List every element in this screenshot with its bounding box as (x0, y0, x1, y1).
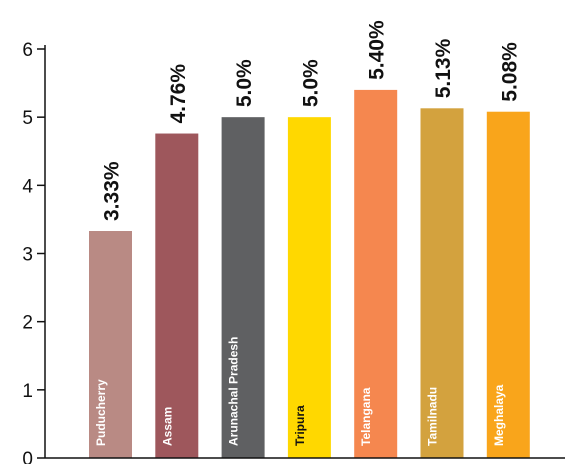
bar-value-label: 3.33% (101, 161, 124, 221)
y-tick-label: 4 (22, 176, 33, 197)
bar (486, 111, 530, 459)
bar-value-label: 5.40% (366, 20, 389, 80)
category-label: Arunachal Pradesh (227, 337, 241, 446)
bar-value-label: 4.76% (167, 64, 190, 124)
value-labels: 3.33% 4.76% 5.0% 5.0% 5.40% 5.13% 5.08% (101, 20, 522, 221)
y-tick-label: 6 (22, 40, 33, 61)
category-label: Meghalaya (492, 384, 506, 446)
y-axis: 0 1 2 3 4 5 6 (22, 40, 46, 464)
category-label: Puducherry (94, 379, 108, 446)
bar (287, 117, 331, 459)
bar (420, 108, 464, 459)
bar (89, 231, 132, 458)
bar-value-label: 5.08% (498, 42, 521, 102)
y-tick-label: 1 (22, 381, 33, 402)
category-labels: Puducherry Assam Arunachal Pradesh Tripura T… (94, 337, 506, 446)
bar-value-label: 5.0% (233, 59, 256, 107)
category-label: Assam (160, 407, 174, 446)
category-label: Tamilnadu (426, 387, 440, 446)
bar (221, 117, 265, 459)
y-tick-label: 0 (22, 449, 33, 464)
category-label: Tripura (293, 405, 307, 446)
bar-value-label: 5.13% (432, 38, 455, 98)
bar-value-label: 5.0% (299, 59, 322, 107)
category-label: Telangana (359, 387, 373, 446)
bar (354, 89, 398, 459)
y-tick-label: 2 (22, 313, 33, 334)
y-tick-label: 3 (22, 245, 33, 266)
y-tick-label: 5 (22, 108, 33, 129)
bars (89, 89, 530, 459)
bar (155, 133, 199, 458)
